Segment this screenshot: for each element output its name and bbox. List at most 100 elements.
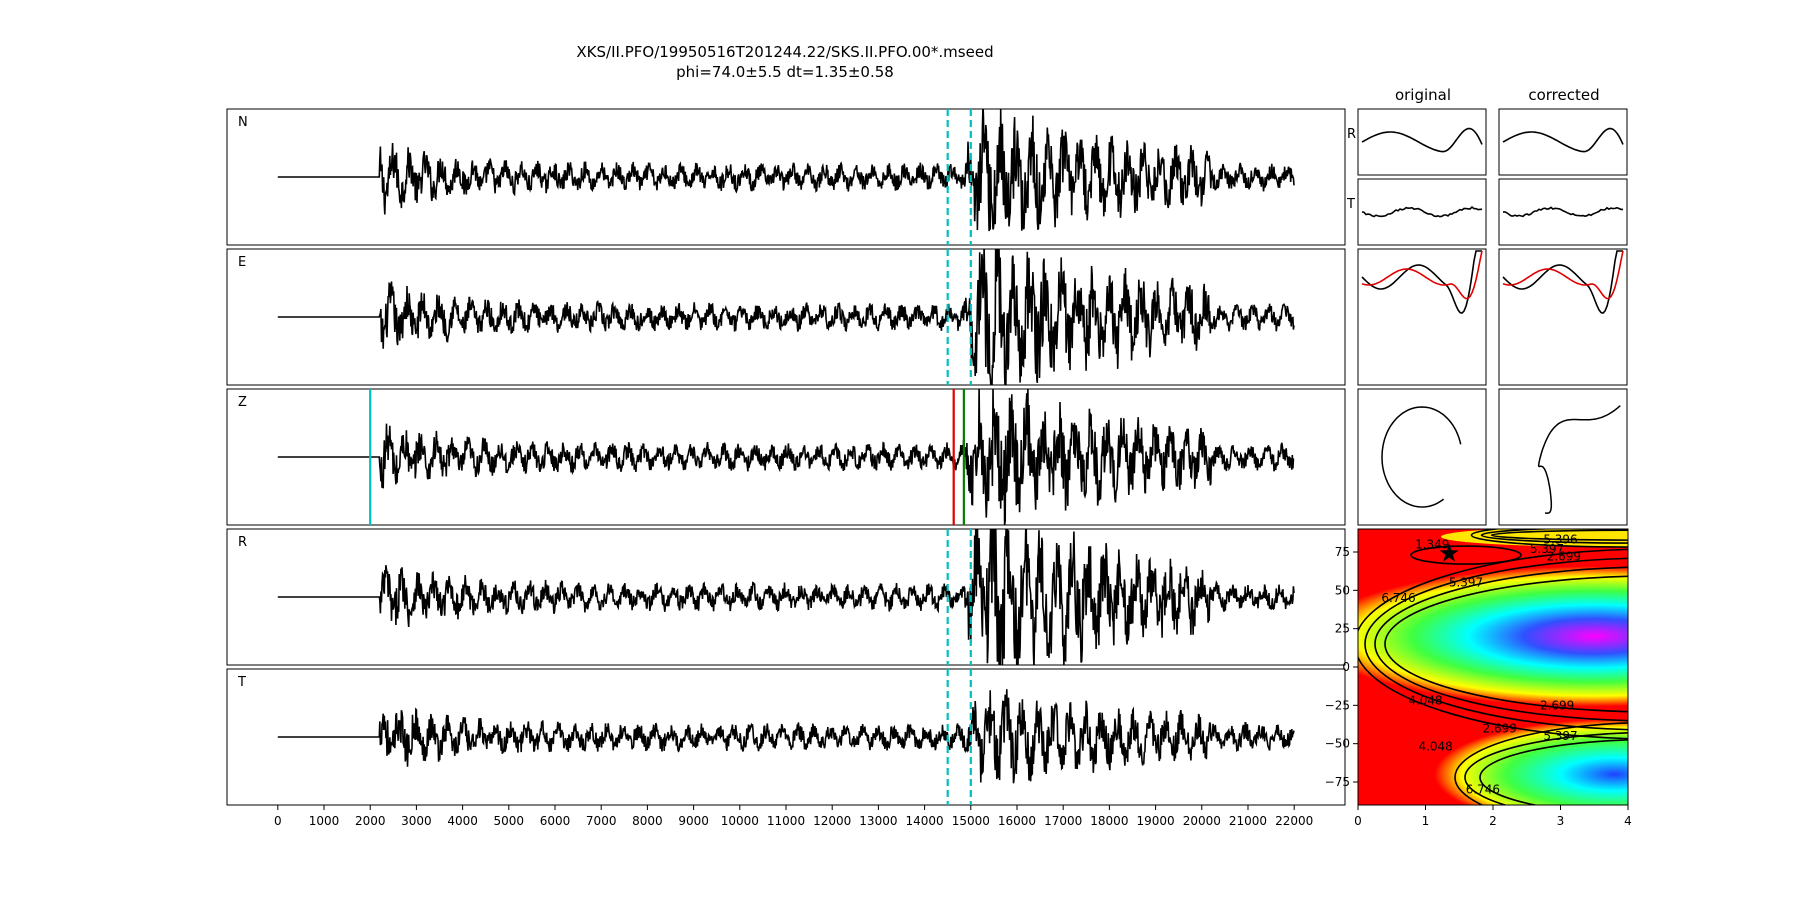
comparison-panel-corrected-0 <box>1498 108 1628 176</box>
contour-label: 1.349 <box>1415 537 1449 551</box>
panel-frame <box>226 528 1346 666</box>
contour-label: 5.397 <box>1530 542 1564 556</box>
figure-title-line1: XKS/II.PFO/19950516T201244.22/SKS.II.PFO… <box>576 43 993 61</box>
comparison-panel-corrected-2 <box>1498 248 1628 386</box>
contour-label: 5.397 <box>1449 576 1483 590</box>
panel-frame <box>1357 178 1487 246</box>
waveform-trace <box>277 109 1295 232</box>
particle-motion-trace <box>1381 406 1462 508</box>
surface-y-tick-label: 0 <box>1342 660 1350 674</box>
x-tick-label: 0 <box>274 814 282 828</box>
comparison-panel-original-1 <box>1357 178 1487 246</box>
surface-x-tick-label: 4 <box>1624 814 1632 828</box>
x-tick-label: 13000 <box>859 814 897 828</box>
contour-line <box>1490 529 1628 541</box>
panel-frame <box>1498 248 1628 386</box>
comparison-trace-red <box>1502 250 1624 300</box>
comparison-trace <box>1502 127 1624 153</box>
x-tick-label: 16000 <box>998 814 1036 828</box>
x-tick-label: 20000 <box>1183 814 1221 828</box>
corrected-column-title: corrected <box>1528 86 1599 104</box>
contour-line <box>1464 732 1628 805</box>
contour-label: 6.746 <box>1381 591 1415 605</box>
x-tick-label: 17000 <box>1044 814 1082 828</box>
contour-label: 4.048 <box>1418 740 1452 754</box>
surface-y-tick-label: 75 <box>1335 545 1350 559</box>
contour-line <box>1364 557 1628 731</box>
comparison-trace <box>1361 206 1483 218</box>
particle-motion-panels: RT <box>1346 108 1628 526</box>
seismogram-panel-Z: Z <box>226 388 1346 526</box>
waveform-trace <box>277 389 1295 525</box>
x-tick-label: 10000 <box>721 814 759 828</box>
contour-line <box>1479 739 1628 805</box>
comparison-panel-original-0 <box>1357 108 1487 176</box>
contour-label: 2.699 <box>1540 698 1574 712</box>
contour-label: 5.396 <box>1543 533 1577 547</box>
x-tick-label: 5000 <box>494 814 525 828</box>
surface-high-region <box>1358 566 1628 707</box>
figure-title-line2: phi=74.0±5.5 dt=1.35±0.58 <box>676 63 894 81</box>
channel-label: N <box>238 115 248 130</box>
contour-line <box>1374 566 1628 722</box>
channel-label: Z <box>238 395 247 410</box>
panel-frame <box>226 248 1346 386</box>
x-tick-label: 11000 <box>767 814 805 828</box>
seismogram-panel-N: N <box>226 108 1346 246</box>
channel-label: E <box>238 255 246 270</box>
surface-y-tick-label: −25 <box>1325 698 1350 712</box>
comparison-trace <box>1361 250 1482 315</box>
seismogram-panel-R: R <box>226 528 1346 666</box>
x-tick-label: 1000 <box>309 814 340 828</box>
particle-motion-trace <box>1537 405 1621 514</box>
contour-line <box>1410 545 1522 565</box>
channel-label: T <box>237 675 246 690</box>
x-tick-label: 18000 <box>1090 814 1128 828</box>
surface-y-tick-label: 25 <box>1335 622 1350 636</box>
comparison-panel-original-3 <box>1357 388 1487 526</box>
contour-label: 6.746 <box>1466 783 1500 797</box>
contour-line <box>1470 529 1628 548</box>
comparison-panel-original-2 <box>1357 248 1487 386</box>
seismogram-x-axis: 0 1000 2000 3000 4000 5000 6000 7000 8000 9000 100… <box>274 805 1313 828</box>
panel-frame <box>1357 108 1487 176</box>
comparison-trace <box>1502 250 1623 315</box>
seismogram-panel-E: E <box>226 248 1346 386</box>
panel-frame <box>1498 178 1628 246</box>
x-tick-label: 4000 <box>447 814 478 828</box>
waveform-trace <box>277 249 1295 385</box>
contour-label: 2.699 <box>1483 721 1517 735</box>
x-tick-label: 12000 <box>813 814 851 828</box>
contour-label: 5.397 <box>1543 729 1577 743</box>
x-tick-label: 22000 <box>1275 814 1313 828</box>
channel-label: R <box>238 535 247 550</box>
original-column-title: original <box>1395 86 1451 104</box>
comparison-trace <box>1503 206 1623 218</box>
best-estimate-star <box>1439 543 1459 562</box>
contour-label: 4.048 <box>1408 694 1442 708</box>
surface-x-tick-label: 2 <box>1489 814 1497 828</box>
surface-high-region <box>1434 719 1628 805</box>
x-tick-label: 8000 <box>632 814 663 828</box>
x-tick-label: 6000 <box>540 814 571 828</box>
x-tick-label: 2000 <box>355 814 386 828</box>
contour-label: 2.699 <box>1547 550 1581 564</box>
comparison-trace <box>1361 127 1483 153</box>
x-tick-label: 3000 <box>401 814 432 828</box>
x-tick-label: 21000 <box>1229 814 1267 828</box>
x-tick-label: 9000 <box>678 814 709 828</box>
panel-frame <box>1498 108 1628 176</box>
comparison-panel-corrected-3 <box>1498 388 1628 526</box>
surface-y-tick-label: −75 <box>1325 775 1350 789</box>
comparison-panel-corrected-1 <box>1498 178 1628 246</box>
x-tick-label: 14000 <box>906 814 944 828</box>
panel-frame <box>226 108 1346 246</box>
surface-x-tick-label: 0 <box>1354 814 1362 828</box>
panel-frame <box>1357 248 1487 386</box>
seismogram-panel-T: T <box>226 668 1346 806</box>
waveform-trace <box>277 689 1295 784</box>
contour-line <box>1454 722 1628 805</box>
